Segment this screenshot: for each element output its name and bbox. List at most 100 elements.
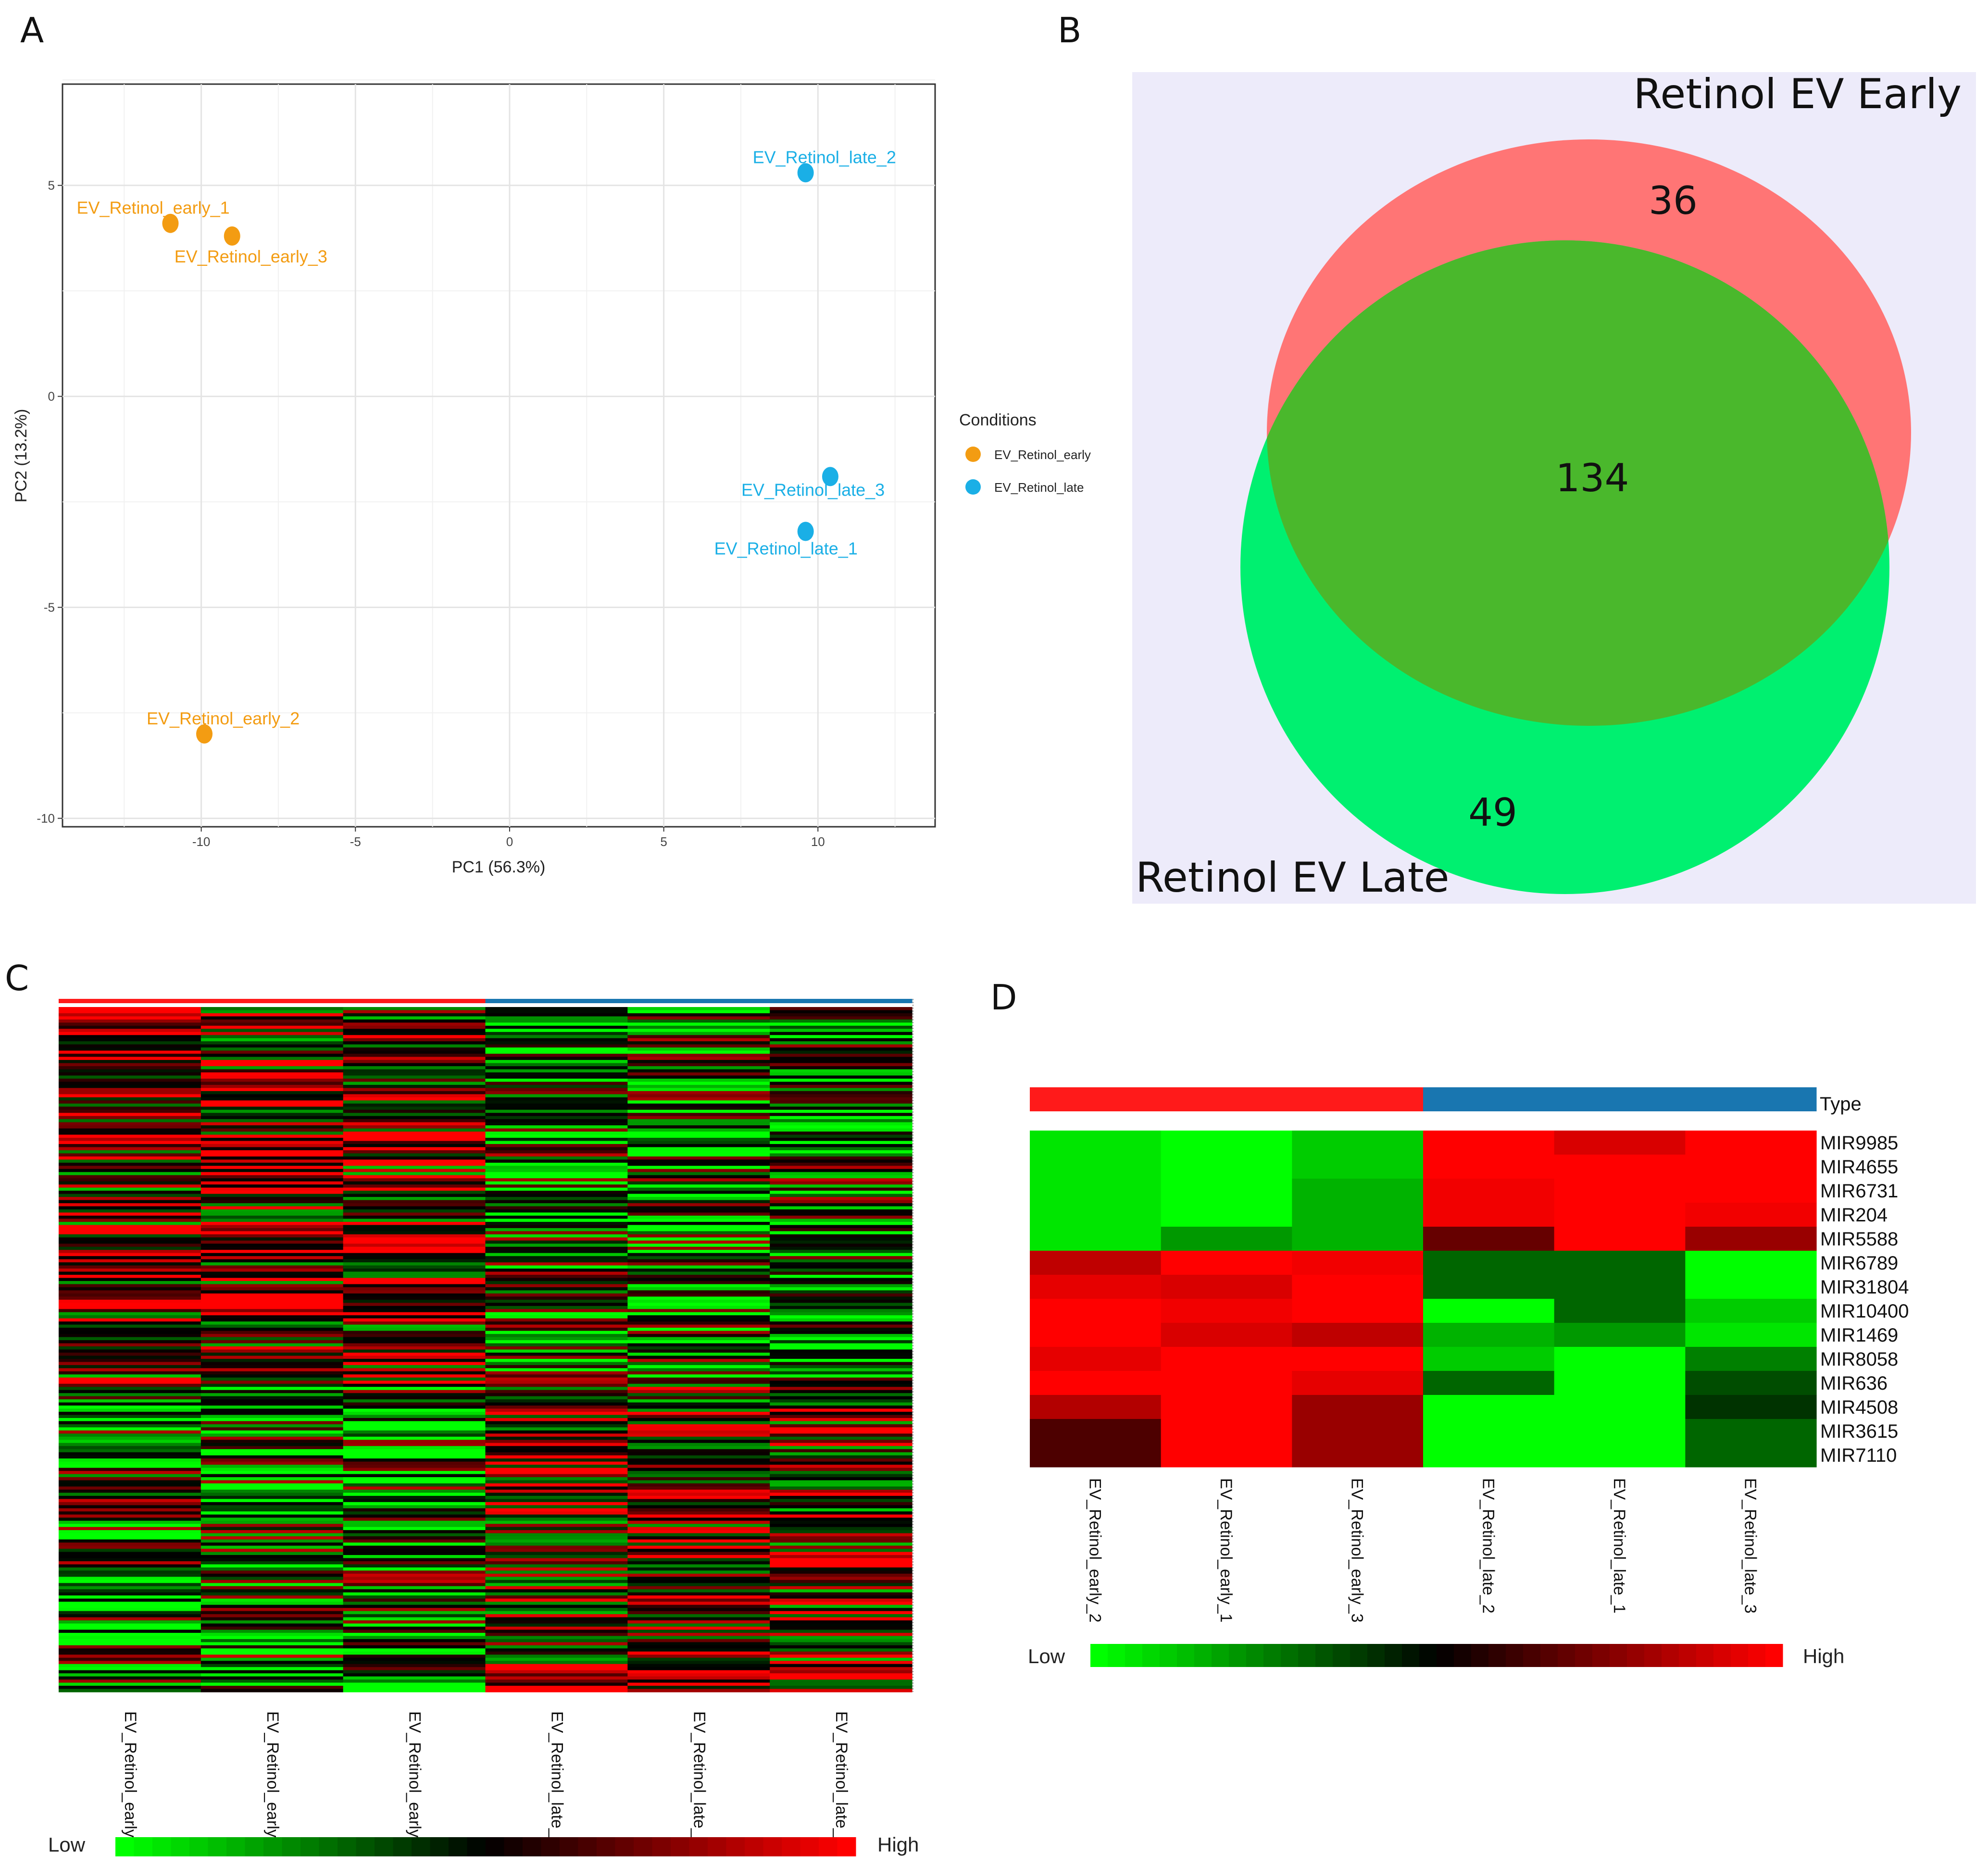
heatmap-c-cell	[770, 1072, 913, 1076]
heatmap-c-cell	[59, 1191, 201, 1194]
heatmap-c-cell	[200, 1605, 344, 1608]
heatmap-c-cell	[343, 1406, 486, 1409]
heatmap-d-cell	[1030, 1275, 1162, 1299]
heatmap-c-cell	[200, 1284, 344, 1288]
heatmap-c-cell	[343, 1119, 486, 1123]
heatmap-c-cell	[59, 1440, 201, 1443]
heatmap-c-cell	[343, 1125, 486, 1129]
heatmap-c-cell	[627, 1489, 770, 1493]
heatmap-c-cell	[485, 1626, 628, 1630]
heatmap-c-cell	[59, 1471, 201, 1475]
heatmap-c-cell	[343, 1524, 486, 1528]
heatmap-c-cell	[343, 1424, 486, 1428]
heatmap-c-cell	[59, 1592, 201, 1596]
heatmap-c-cell	[485, 1440, 628, 1443]
heatmap-c-cell	[627, 1468, 770, 1471]
heatmap-c-cell	[343, 1642, 486, 1646]
heatmap-d-scale-step	[1540, 1644, 1558, 1667]
heatmap-d-cell	[1554, 1155, 1686, 1179]
heatmap-c-cell	[200, 1670, 344, 1674]
heatmap-d-scale-step	[1523, 1644, 1541, 1667]
heatmap-c-cell	[770, 1029, 913, 1033]
heatmap-c-cell	[200, 1427, 344, 1431]
heatmap-c-cell	[770, 1309, 913, 1313]
heatmap-c-cell	[627, 1387, 770, 1391]
heatmap-c-cell	[770, 1278, 913, 1281]
heatmap-c-cell	[770, 1281, 913, 1285]
heatmap-c-cell	[200, 1549, 344, 1553]
heatmap-c-cell	[343, 1427, 486, 1431]
heatmap-c-cell	[485, 1639, 628, 1642]
heatmap-c-cell	[485, 1520, 628, 1524]
heatmap-c-cell	[59, 1393, 201, 1397]
heatmap-c-cell	[627, 1306, 770, 1309]
heatmap-c-cell	[627, 1449, 770, 1453]
heatmap-c-cell	[343, 1244, 486, 1247]
heatmap-c-cell	[200, 1094, 344, 1098]
heatmap-c-cell	[343, 1552, 486, 1555]
heatmap-c-cell	[343, 1060, 486, 1064]
heatmap-c-cell	[343, 1318, 486, 1322]
heatmap-c-cell	[343, 1228, 486, 1232]
heatmap-c-cell	[770, 1536, 913, 1540]
heatmap-c-cell	[627, 1094, 770, 1098]
heatmap-c-cell	[343, 1573, 486, 1577]
heatmap-c-cell	[485, 1281, 628, 1285]
heatmap-d-cell	[1030, 1203, 1162, 1227]
heatmap-c-cell	[343, 1237, 486, 1241]
heatmap-c-cell	[200, 1577, 344, 1580]
heatmap-c-cell	[59, 1655, 201, 1658]
heatmap-c-scale-step	[819, 1837, 838, 1856]
pca-point-label: EV_Retinol_late_3	[741, 480, 885, 499]
heatmap-c-cell	[485, 1324, 628, 1328]
heatmap-c-cell	[485, 1480, 628, 1484]
heatmap-c-cell	[200, 1580, 344, 1583]
heatmap-c-cell	[485, 1100, 628, 1104]
heatmap-c-cell	[627, 1443, 770, 1446]
heatmap-c-cell	[485, 1262, 628, 1266]
heatmap-c-cell	[627, 1259, 770, 1263]
heatmap-c-cell	[343, 1321, 486, 1325]
heatmap-c-cell	[770, 1508, 913, 1512]
heatmap-c-cell	[485, 1396, 628, 1400]
heatmap-c-cell	[627, 1166, 770, 1169]
heatmap-c-cell	[485, 1630, 628, 1633]
heatmap-c-cell	[59, 1617, 201, 1621]
heatmap-c-cell	[200, 1415, 344, 1418]
heatmap-c-cell	[200, 1424, 344, 1428]
heatmap-c-cell	[200, 1287, 344, 1291]
heatmap-c-cell	[200, 1374, 344, 1378]
heatmap-d-cell	[1161, 1443, 1292, 1468]
heatmap-c-cell	[485, 1356, 628, 1359]
heatmap-c-cell	[200, 1228, 344, 1232]
heatmap-c-cell	[200, 1153, 344, 1157]
heatmap-c-cell	[343, 1343, 486, 1347]
heatmap-c-cell	[770, 1331, 913, 1334]
heatmap-c-cell	[343, 1673, 486, 1677]
heatmap-c-cell	[485, 1206, 628, 1210]
heatmap-c-cell	[485, 1611, 628, 1615]
heatmap-c-cell	[485, 1221, 628, 1226]
heatmap-c-cell	[59, 1290, 201, 1294]
heatmap-c-cell	[200, 1119, 344, 1123]
heatmap-c-cell	[770, 1412, 913, 1416]
heatmap-c-cell	[200, 1138, 344, 1142]
heatmap-c-cell	[343, 1555, 486, 1559]
heatmap-c-cell	[627, 1455, 770, 1459]
heatmap-c-cell	[627, 1269, 770, 1272]
heatmap-c-cell	[200, 1673, 344, 1677]
heatmap-d-cell	[1554, 1395, 1686, 1419]
heatmap-c-cell	[343, 1088, 486, 1092]
heatmap-c-cell	[627, 1219, 770, 1222]
heatmap-d-cell	[1685, 1227, 1817, 1251]
heatmap-c-cell	[485, 1667, 628, 1671]
heatmap-c-cell	[343, 1536, 486, 1540]
heatmap-c-cell	[485, 1399, 628, 1403]
heatmap-c-cell	[485, 1636, 628, 1640]
heatmap-c-cell	[343, 1128, 486, 1132]
heatmap-c-cell	[200, 1091, 344, 1095]
heatmap-c-scale-step	[782, 1837, 800, 1856]
heatmap-c-cell	[200, 1219, 344, 1222]
heatmap-c-cell	[200, 1100, 344, 1104]
